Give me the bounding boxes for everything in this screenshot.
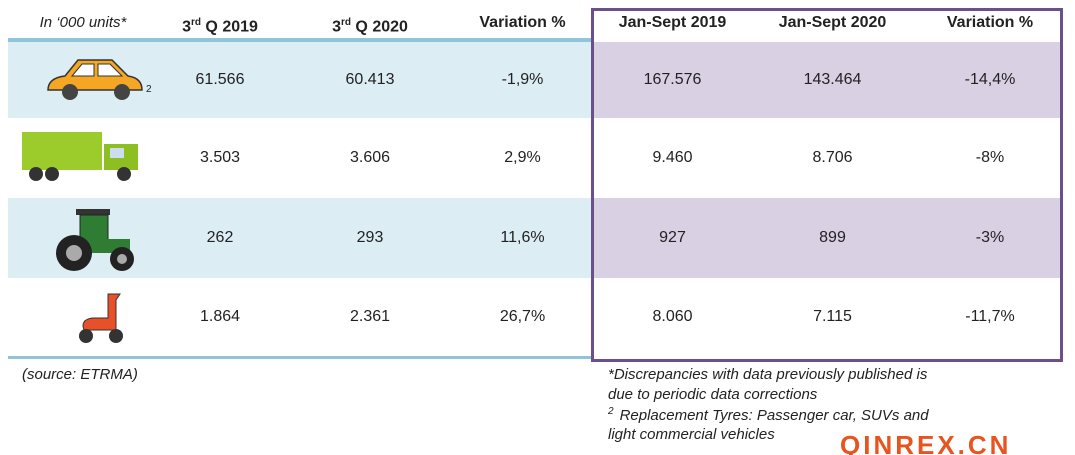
footnote-sup: 2 bbox=[608, 406, 614, 417]
table-cell: 927 bbox=[600, 198, 745, 278]
car-icon bbox=[40, 50, 150, 110]
table-cell: -3% bbox=[920, 198, 1060, 278]
table-cell: 143.464 bbox=[760, 42, 905, 118]
table-cell: 3.606 bbox=[310, 118, 430, 198]
table-cell: 8.060 bbox=[600, 278, 745, 356]
bottom-rule bbox=[8, 356, 592, 359]
tractor-icon bbox=[50, 205, 140, 275]
header-text: Q 2019 bbox=[201, 18, 258, 35]
header-sup: rd bbox=[191, 17, 201, 28]
table-cell: 26,7% bbox=[460, 278, 585, 356]
footnote: *Discrepancies with data previously publ… bbox=[608, 366, 927, 383]
table-cell: 2,9% bbox=[460, 118, 585, 198]
icon-note: 2 bbox=[146, 84, 152, 95]
footnote: light commercial vehicles bbox=[608, 426, 775, 443]
table-cell: 61.566 bbox=[160, 42, 280, 118]
table-cell: -1,9% bbox=[460, 42, 585, 118]
header-text: 3 bbox=[182, 18, 191, 35]
table-cell: 167.576 bbox=[600, 42, 745, 118]
header-cell: Jan-Sept 2020 bbox=[760, 8, 905, 38]
source: (source: ETRMA) bbox=[22, 366, 138, 383]
table-cell: 293 bbox=[310, 198, 430, 278]
footnote: due to periodic data corrections bbox=[608, 386, 817, 403]
header-cell: Variation % bbox=[460, 8, 585, 38]
table-cell: 2.361 bbox=[310, 278, 430, 356]
header-text: 3 bbox=[332, 18, 341, 35]
footnote: 2 Replacement Tyres: Passenger car, SUVs … bbox=[608, 406, 929, 424]
table-cell: 262 bbox=[160, 198, 280, 278]
footnote-text: light commercial vehicles bbox=[608, 426, 775, 443]
table-cell: 60.413 bbox=[310, 42, 430, 118]
header-cell: 3rd Q 2019 bbox=[160, 8, 280, 38]
table-cell: 8.706 bbox=[760, 118, 905, 198]
header-cell: Variation % bbox=[920, 8, 1060, 38]
header-text: Q 2020 bbox=[351, 18, 408, 35]
table-cell: 3.503 bbox=[160, 118, 280, 198]
header-cell: In ‘000 units* bbox=[8, 8, 158, 38]
table-cell: -11,7% bbox=[920, 278, 1060, 356]
header-sup: rd bbox=[341, 17, 351, 28]
table-cell: 11,6% bbox=[460, 198, 585, 278]
table-cell: 7.115 bbox=[760, 278, 905, 356]
header-cell: 3rd Q 2020 bbox=[310, 8, 430, 38]
table-cell: 9.460 bbox=[600, 118, 745, 198]
table-cell: 899 bbox=[760, 198, 905, 278]
watermark: QINREX.CN bbox=[840, 430, 1011, 455]
header-cell: Jan-Sept 2019 bbox=[600, 8, 745, 38]
page: In ‘000 units*3rd Q 20193rd Q 2020Variat… bbox=[0, 0, 1075, 455]
table-cell: 1.864 bbox=[160, 278, 280, 356]
scooter-icon bbox=[72, 290, 132, 350]
truck-icon bbox=[20, 128, 145, 188]
footnote-text: Replacement Tyres: Passenger car, SUVs a… bbox=[620, 407, 929, 424]
table-cell: -8% bbox=[920, 118, 1060, 198]
table-cell: -14,4% bbox=[920, 42, 1060, 118]
